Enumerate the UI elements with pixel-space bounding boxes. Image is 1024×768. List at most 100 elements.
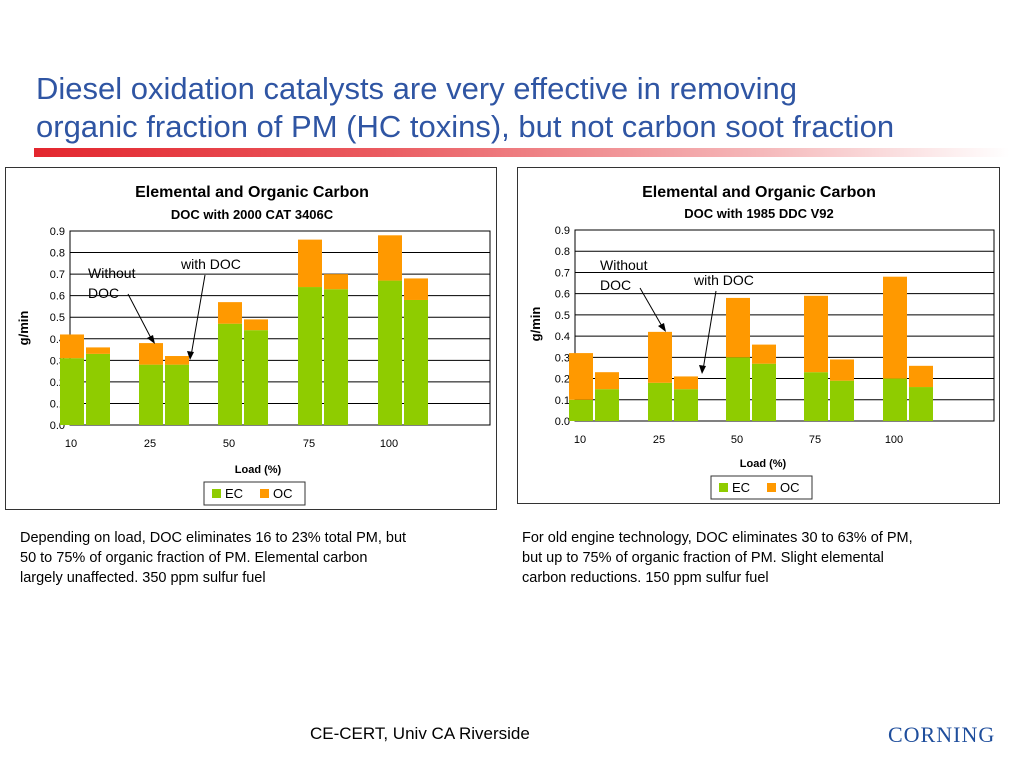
- legend-box: [203, 481, 306, 506]
- legend-ec-label: EC: [225, 486, 243, 501]
- chart-subtitle: DOC with 2000 CAT 3406C: [171, 207, 334, 222]
- y-tick-labels: 0.0 0.1 0.2 0.3 0.4 0.5 0.6 0.7 0.8 0.9: [555, 225, 570, 428]
- chart-title: Elemental and Organic Carbon: [642, 184, 876, 201]
- bar-ec: [595, 389, 619, 421]
- slide-title: Diesel oxidation catalysts are very effe…: [36, 70, 1016, 146]
- x-axis-label: Load (%): [740, 458, 787, 470]
- bar-oc: [298, 239, 322, 288]
- bar-oc: [883, 276, 907, 379]
- y-tick-label: 0.8: [555, 246, 570, 258]
- y-tick-label: 0.5: [50, 312, 65, 324]
- y-tick-label: 0.3: [555, 352, 570, 364]
- corning-logo: CORNING: [888, 722, 996, 747]
- bar-ec: [244, 330, 268, 425]
- x-tick-label: 10: [574, 434, 586, 446]
- bar-group: [569, 276, 933, 421]
- annotation-with-arrow: [190, 274, 206, 357]
- annotation-without-arrowhead: [658, 323, 666, 332]
- x-tick-label: 100: [885, 434, 903, 446]
- y-tick-label: 0.2: [555, 374, 570, 386]
- y-tick-label: 0.7: [555, 267, 570, 279]
- annotation-without-line2: DOC: [600, 277, 631, 293]
- y-tick-label: 0.5: [555, 310, 570, 322]
- right-description-line1: For old engine technology, DOC eliminate…: [522, 530, 913, 546]
- bar-ec: [378, 280, 402, 425]
- title-underline-bar: [34, 148, 1010, 157]
- bar-ec: [60, 358, 84, 425]
- y-tick-label: 0.9: [555, 225, 570, 237]
- bar-group: [60, 235, 428, 425]
- legend-oc-label: OC: [780, 480, 800, 495]
- legend-oc-swatch: [260, 489, 269, 498]
- y-tick-label: 0.6: [50, 291, 65, 303]
- bar-oc: [86, 347, 110, 354]
- legend-oc-swatch: [767, 483, 776, 492]
- bar-ec: [752, 363, 776, 421]
- annotation-with-arrowhead: [187, 351, 194, 360]
- x-tick-label: 50: [731, 434, 743, 446]
- annotation-without-line1: Without: [88, 265, 136, 281]
- annotation-with-doc: with DOC: [693, 272, 754, 374]
- bar-oc: [139, 343, 163, 365]
- annotation-without-arrow: [639, 287, 664, 329]
- legend-box: [710, 475, 813, 500]
- bar-ec: [883, 378, 907, 421]
- bar-oc: [726, 297, 750, 358]
- bar-ec: [830, 380, 854, 421]
- annotation-with-label: with DOC: [693, 272, 754, 288]
- legend: EC OC: [203, 481, 306, 506]
- annotation-without-line2: DOC: [88, 285, 119, 301]
- x-tick-label: 10: [65, 438, 77, 450]
- bar-ec: [569, 399, 593, 421]
- bar-ec: [298, 287, 322, 425]
- bar-ec: [139, 364, 163, 425]
- bar-ec: [165, 364, 189, 425]
- bar-oc: [648, 331, 672, 383]
- bar-oc: [378, 235, 402, 281]
- bar-ec: [648, 382, 672, 421]
- bar-ec: [324, 289, 348, 425]
- chart-left: Elemental and Organic Carbon DOC with 20…: [5, 167, 497, 510]
- bar-oc: [165, 356, 189, 365]
- bar-ec: [726, 357, 750, 421]
- chart-subtitle: DOC with 1985 DDC V92: [684, 206, 834, 221]
- bar-oc: [324, 274, 348, 290]
- chart-right: Elemental and Organic Carbon DOC with 19…: [517, 167, 1000, 504]
- y-tick-label: 0.4: [555, 331, 570, 343]
- legend-ec-swatch: [719, 483, 728, 492]
- y-tick-label: 0.7: [50, 269, 65, 281]
- bar-ec: [86, 353, 110, 425]
- y-tick-label: 0.8: [50, 248, 65, 260]
- bar-oc: [595, 372, 619, 390]
- slide-title-line1: Diesel oxidation catalysts are very effe…: [36, 71, 797, 106]
- plot-area-frame: [574, 229, 995, 422]
- plot-area-frame: [69, 230, 491, 426]
- bar-ec: [804, 372, 828, 421]
- bar-oc: [60, 334, 84, 359]
- bar-oc: [244, 319, 268, 331]
- y-axis-label: g/min: [16, 311, 31, 346]
- bar-ec: [218, 323, 242, 425]
- left-description-line3: largely unaffected. 350 ppm sulfur fuel: [20, 570, 266, 586]
- legend: EC OC: [710, 475, 813, 500]
- right-description: For old engine technology, DOC eliminate…: [522, 528, 1002, 588]
- left-description: Depending on load, DOC eliminates 16 to …: [20, 528, 500, 588]
- annotation-without-line1: Without: [600, 257, 648, 273]
- chart-right-svg: Elemental and Organic Carbon DOC with 19…: [528, 184, 995, 500]
- legend-oc-label: OC: [273, 486, 293, 501]
- chart-left-svg: Elemental and Organic Carbon DOC with 20…: [16, 184, 491, 506]
- bar-oc: [752, 344, 776, 364]
- bar-oc: [909, 365, 933, 388]
- x-tick-label: 25: [653, 434, 665, 446]
- annotation-without-arrowhead: [147, 335, 155, 344]
- bar-oc: [569, 353, 593, 400]
- grid-lines: [574, 229, 995, 422]
- annotation-without-arrow: [127, 293, 153, 341]
- chart-title: Elemental and Organic Carbon: [135, 184, 369, 201]
- bar-oc: [804, 295, 828, 373]
- annotation-with-doc: with DOC: [180, 256, 241, 360]
- y-axis-label: g/min: [528, 307, 543, 342]
- x-axis-label: Load (%): [235, 464, 282, 476]
- annotation-with-arrow: [702, 290, 717, 371]
- annotation-without-doc: Without DOC: [600, 257, 666, 332]
